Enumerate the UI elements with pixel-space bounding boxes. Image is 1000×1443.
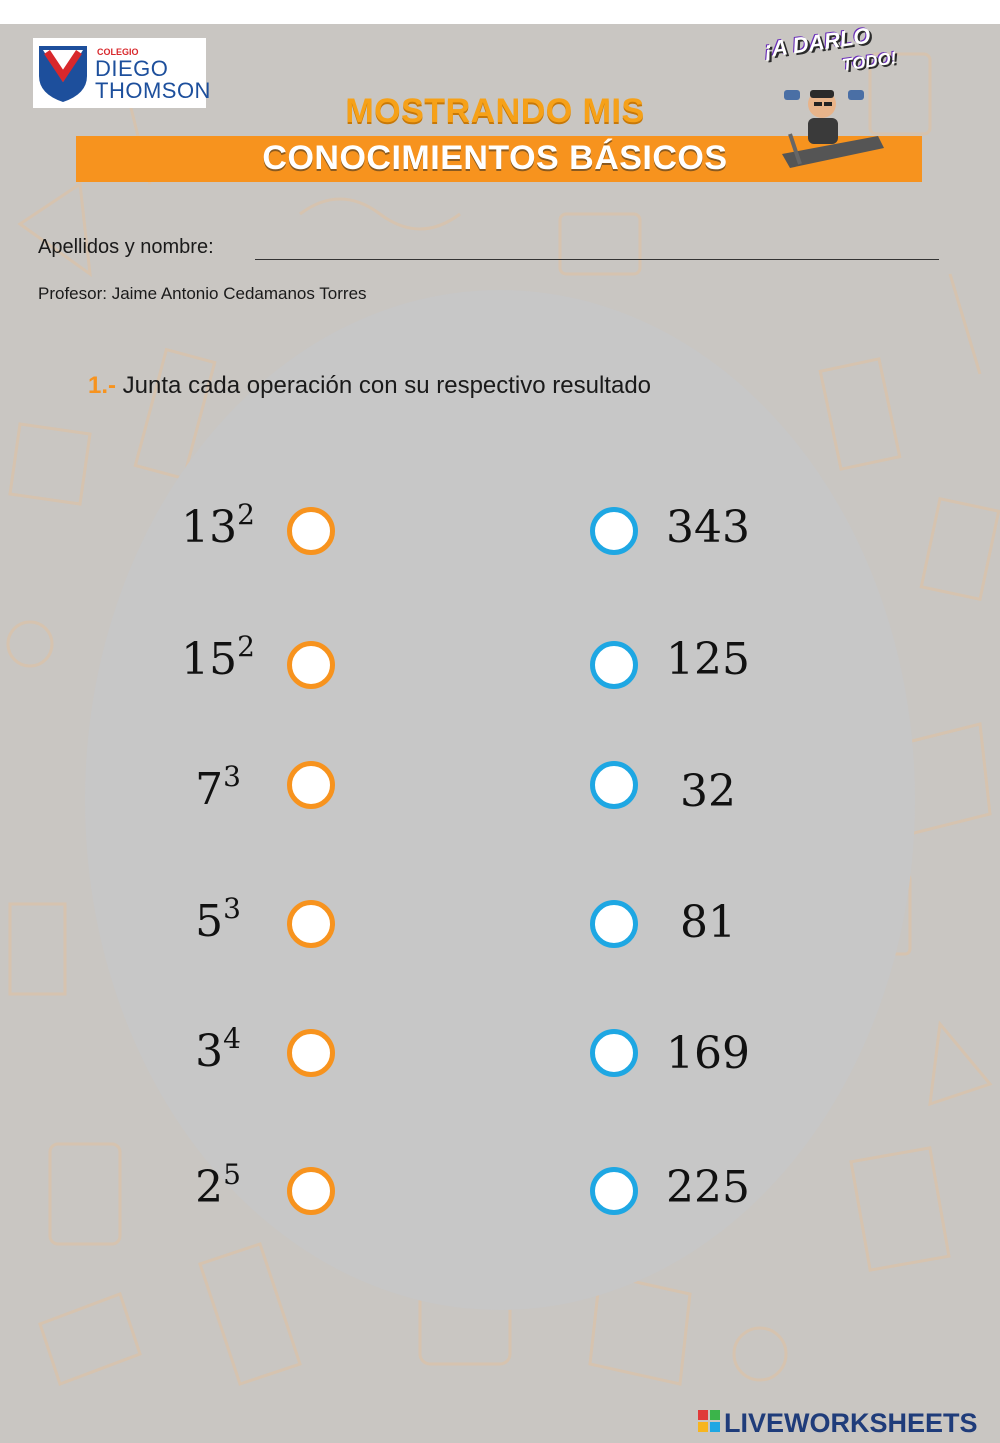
teacher-label: Profesor: Jaime Antonio Cedamanos Torres [38,284,367,303]
school-name-line2: THOMSON [95,78,211,103]
question-number: 1.- [88,372,117,399]
operation-item: 34 [168,1022,268,1077]
operation-exponent: 4 [223,1022,241,1055]
result-item: 81 [680,897,736,948]
school-name-line1: DIEGO [95,56,169,81]
operation-exponent: 3 [223,892,241,925]
result-item: 32 [680,766,736,817]
operation-exponent: 2 [237,498,255,531]
top-margin [0,0,1000,24]
operation-base: 13 [181,502,238,553]
operation-item: 53 [168,892,268,947]
operation-exponent: 3 [223,760,241,793]
right-match-dot-2[interactable] [590,641,638,689]
page-title-line2: CONOCIMIENTOS BÁSICOS [262,139,728,177]
operation-item: 25 [168,1158,268,1213]
operation-base: 7 [195,764,224,815]
left-match-dot-4[interactable] [287,900,335,948]
school-shield-icon [39,46,87,102]
operation-base: 2 [195,1162,224,1213]
treadmill-avatar-icon [782,90,884,168]
operation-base: 15 [181,634,238,685]
question-1: 1.- Junta cada operación con su respecti… [88,372,651,400]
motivation-badge: ¡A DARLO TODO! [760,23,910,179]
left-match-dot-5[interactable] [287,1029,335,1077]
student-name-field[interactable] [255,259,939,260]
right-match-dot-1[interactable] [590,507,638,555]
left-match-dot-6[interactable] [287,1167,335,1215]
operation-base: 5 [195,896,224,947]
right-match-dot-5[interactable] [590,1029,638,1077]
operation-item: 132 [168,498,268,553]
right-match-dot-3[interactable] [590,761,638,809]
operation-item: 152 [168,630,268,685]
left-match-dot-3[interactable] [287,761,335,809]
operation-exponent: 5 [223,1158,241,1191]
page-title-line1: MOSTRANDO MIS [345,92,645,130]
right-match-dot-6[interactable] [590,1167,638,1215]
liveworksheets-logo-text: LIVEWORKSHEETS [724,1408,978,1438]
center-oval-background [85,290,915,1310]
school-logo: COLEGIO DIEGO THOMSON [33,38,210,108]
result-item: 169 [666,1028,750,1079]
right-match-dot-4[interactable] [590,900,638,948]
question-text: Junta cada operación con su respectivo r… [116,372,652,399]
school-small-label: COLEGIO [97,47,139,57]
logo-square-green [710,1410,720,1420]
operation-exponent: 2 [237,630,255,663]
student-name-label: Apellidos y nombre: [38,236,214,258]
logo-square-blue [710,1422,720,1432]
result-item: 343 [666,502,750,553]
logo-square-yellow [698,1422,708,1432]
result-item: 125 [666,634,750,685]
operation-item: 73 [168,760,268,815]
left-match-dot-1[interactable] [287,507,335,555]
left-match-dot-2[interactable] [287,641,335,689]
logo-square-red [698,1410,708,1420]
result-item: 225 [666,1162,750,1213]
operation-base: 3 [195,1026,224,1077]
title-banner [76,136,922,182]
